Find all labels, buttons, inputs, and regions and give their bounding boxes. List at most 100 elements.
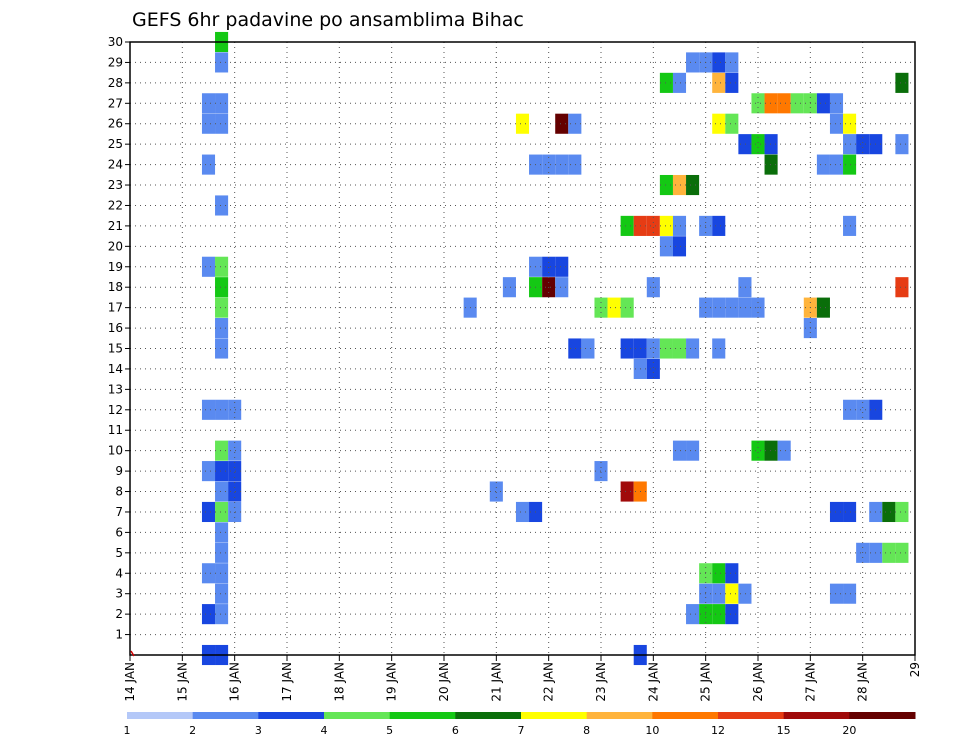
heatmap-cell bbox=[672, 440, 687, 461]
y-tick-label: 16 bbox=[108, 321, 123, 335]
heatmap-cells bbox=[201, 31, 909, 666]
heatmap-cell bbox=[215, 399, 229, 420]
x-tick-label: 29 bbox=[908, 662, 922, 677]
heatmap-cell bbox=[201, 604, 216, 625]
y-tick-label: 9 bbox=[115, 464, 123, 478]
y-tick-label: 30 bbox=[108, 35, 123, 49]
heatmap-cell bbox=[215, 277, 229, 298]
heatmap-cell bbox=[620, 338, 634, 359]
heatmap-cell bbox=[502, 277, 516, 298]
heatmap-cell bbox=[895, 134, 909, 155]
heatmap-cell bbox=[215, 501, 229, 523]
heatmap-cell bbox=[843, 134, 857, 155]
heatmap-cell bbox=[829, 154, 844, 175]
heatmap-cell bbox=[843, 215, 857, 236]
heatmap-cell bbox=[725, 297, 739, 318]
y-tick-label: 13 bbox=[108, 382, 123, 396]
y-tick-label: 2 bbox=[115, 607, 123, 621]
heatmap-cell bbox=[712, 338, 726, 359]
heatmap-cell bbox=[725, 563, 739, 584]
heatmap-cell bbox=[201, 461, 216, 482]
x-tick-label: 20 JAN bbox=[437, 662, 451, 702]
heatmap-cell bbox=[816, 154, 830, 175]
legend-label: 8 bbox=[583, 724, 590, 737]
heatmap-cell bbox=[201, 93, 216, 114]
heatmap-cell bbox=[686, 440, 700, 461]
x-tick-label: 17 JAN bbox=[280, 662, 294, 702]
x-tick-label: 14 JAN bbox=[123, 662, 137, 702]
legend-swatch bbox=[258, 712, 325, 719]
heatmap-cell bbox=[764, 154, 778, 175]
heatmap-cell bbox=[201, 399, 216, 420]
heatmap-cell bbox=[764, 440, 778, 461]
x-tick-label: 18 JAN bbox=[332, 662, 346, 702]
heatmap-cell bbox=[672, 338, 687, 359]
heatmap-cell bbox=[843, 154, 857, 175]
heatmap-cell bbox=[751, 134, 765, 155]
legend-swatch bbox=[783, 712, 850, 719]
heatmap-cell bbox=[215, 93, 229, 114]
heatmap-cell bbox=[620, 215, 634, 236]
heatmap-cell bbox=[215, 297, 229, 318]
y-tick-label: 27 bbox=[108, 96, 123, 110]
heatmap-cell bbox=[725, 52, 739, 73]
heatmap-cell bbox=[228, 501, 242, 523]
legend-label: 7 bbox=[518, 724, 525, 737]
heatmap-cell bbox=[686, 338, 700, 359]
heatmap-cell bbox=[856, 134, 870, 155]
heatmap-cell bbox=[542, 256, 556, 277]
y-tick-label: 28 bbox=[108, 76, 123, 90]
heatmap-cell bbox=[215, 113, 229, 134]
legend-swatch bbox=[718, 712, 785, 719]
heatmap-cell bbox=[201, 563, 216, 584]
heatmap-cell bbox=[215, 522, 229, 543]
heatmap-cell bbox=[215, 604, 229, 625]
heatmap-cell bbox=[712, 215, 726, 236]
chart-grid bbox=[130, 42, 915, 655]
legend-swatch bbox=[455, 712, 522, 719]
heatmap-cell bbox=[620, 481, 634, 502]
y-tick-label: 15 bbox=[108, 342, 123, 356]
heatmap-cell bbox=[515, 501, 530, 523]
heatmap-cell bbox=[201, 154, 216, 175]
heatmap-cell bbox=[659, 215, 673, 236]
heatmap-cell bbox=[201, 113, 216, 134]
heatmap-cell bbox=[215, 52, 229, 73]
heatmap-cell bbox=[816, 297, 830, 318]
y-tick-label: 17 bbox=[108, 301, 123, 315]
x-axis: 14 JAN 15 JAN 16 JAN 17 JAN 18 JAN 19 JAN 20 J… bbox=[123, 650, 922, 702]
heatmap-cell bbox=[712, 113, 726, 134]
y-tick-label: 3 bbox=[115, 587, 123, 601]
heatmap-cell bbox=[555, 113, 569, 134]
heatmap-cell bbox=[215, 440, 229, 461]
heatmap-cell bbox=[646, 358, 660, 379]
legend-label: 4 bbox=[321, 724, 328, 737]
legend-swatch bbox=[127, 712, 194, 719]
heatmap-cell bbox=[568, 113, 582, 134]
heatmap-cell bbox=[712, 72, 726, 93]
heatmap-cell bbox=[215, 481, 229, 502]
heatmap-cell bbox=[215, 583, 229, 604]
legend-label: 2 bbox=[189, 724, 196, 737]
y-tick-label: 21 bbox=[108, 219, 123, 233]
origin-mark bbox=[130, 650, 135, 657]
heatmap-cell bbox=[764, 134, 778, 155]
heatmap-cell bbox=[738, 583, 752, 604]
heatmap-cell bbox=[672, 215, 687, 236]
heatmap-cell bbox=[201, 501, 216, 523]
heatmap-cell bbox=[215, 563, 229, 584]
y-tick-label: 18 bbox=[108, 280, 123, 294]
legend-label: 3 bbox=[255, 724, 262, 737]
heatmap-cell bbox=[843, 113, 857, 134]
heatmap-cell bbox=[515, 113, 530, 134]
y-tick-label: 12 bbox=[108, 403, 123, 417]
legend-label: 15 bbox=[777, 724, 791, 737]
heatmap-cell bbox=[751, 93, 765, 114]
heatmap-cell bbox=[672, 174, 687, 196]
y-tick-label: 4 bbox=[115, 566, 123, 580]
heatmap-cell bbox=[228, 440, 242, 461]
x-tick-label: 27 JAN bbox=[803, 662, 817, 702]
heatmap-cell bbox=[829, 583, 844, 604]
y-tick-label: 10 bbox=[108, 444, 123, 458]
